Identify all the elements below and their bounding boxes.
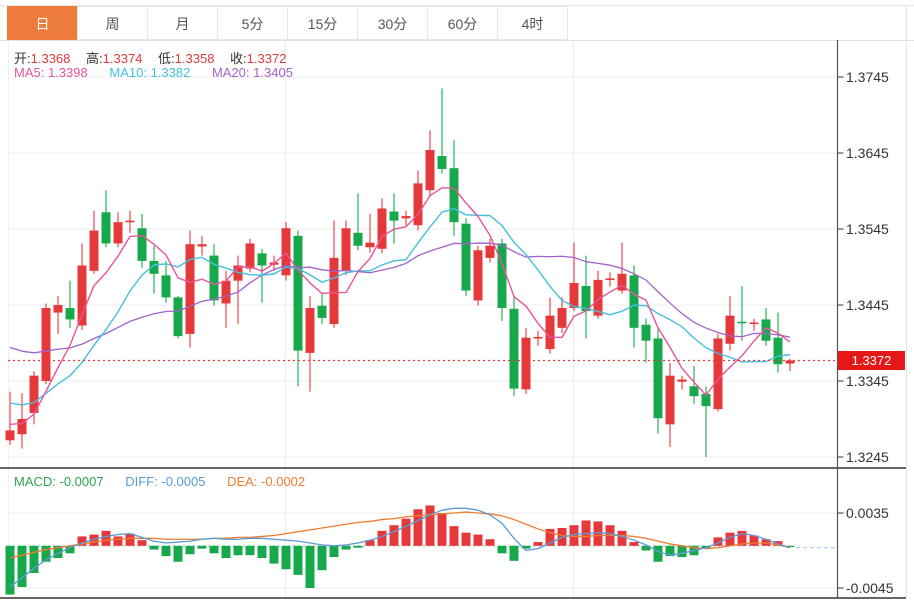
tab-60min[interactable]: 60分 — [427, 6, 498, 40]
diff-label: DIFF: — [125, 474, 158, 489]
ma20-value: 1.3405 — [253, 65, 293, 80]
price-axis-label: 1.3445 — [846, 297, 889, 313]
dea-label: DEA: — [227, 474, 258, 489]
macd-axis-label: -0.0045 — [846, 580, 894, 596]
open-value: 1.3368 — [30, 51, 71, 66]
ohlc-legend: 开:1.3368 高:1.3374 低:1.3358 收:1.3372 — [14, 48, 298, 67]
tab-30min[interactable]: 30分 — [357, 6, 428, 40]
tab-5min[interactable]: 5分 — [217, 6, 288, 40]
ma5-value: 1.3398 — [47, 65, 88, 80]
price-axis-label: 1.3545 — [846, 221, 889, 237]
low-label: 低: — [158, 51, 175, 66]
low-value: 1.3358 — [174, 51, 215, 66]
period-tabbar: 日 周 月 5分 15分 30分 60分 4时 — [7, 6, 568, 40]
last-price-badge: 1.3372 — [838, 351, 905, 370]
tab-15min[interactable]: 15分 — [287, 6, 358, 40]
tab-month[interactable]: 月 — [147, 6, 218, 40]
macd-value: -0.0007 — [59, 474, 104, 489]
macd-label: MACD: — [14, 474, 56, 489]
macd-legend: MACD: -0.0007 DIFF: -0.0005 DEA: -0.0002 — [14, 474, 323, 489]
price-axis-label: 1.3245 — [846, 449, 889, 465]
dea-value: -0.0002 — [261, 474, 306, 489]
high-value: 1.3374 — [102, 51, 143, 66]
high-label: 高: — [86, 51, 103, 66]
ma10-value: 1.3382 — [150, 65, 191, 80]
tab-4hour[interactable]: 4时 — [497, 6, 568, 40]
ma-legend: MA5: 1.3398 MA10: 1.3382 MA20: 1.3405 — [14, 65, 311, 80]
open-label: 开: — [14, 51, 31, 66]
price-axis-label: 1.3745 — [846, 69, 889, 85]
close-value: 1.3372 — [246, 51, 287, 66]
price-axis-label: 1.3345 — [846, 373, 889, 389]
tab-week[interactable]: 周 — [77, 6, 148, 40]
macd-axis-label: 0.0035 — [846, 505, 889, 521]
close-label: 收: — [230, 51, 247, 66]
ma20-label: MA20: — [211, 65, 250, 80]
price-axis-label: 1.3645 — [846, 145, 889, 161]
diff-value: -0.0005 — [161, 474, 206, 489]
tab-day[interactable]: 日 — [7, 6, 78, 40]
ma10-label: MA10: — [109, 65, 147, 80]
ma5-label: MA5: — [14, 65, 45, 80]
